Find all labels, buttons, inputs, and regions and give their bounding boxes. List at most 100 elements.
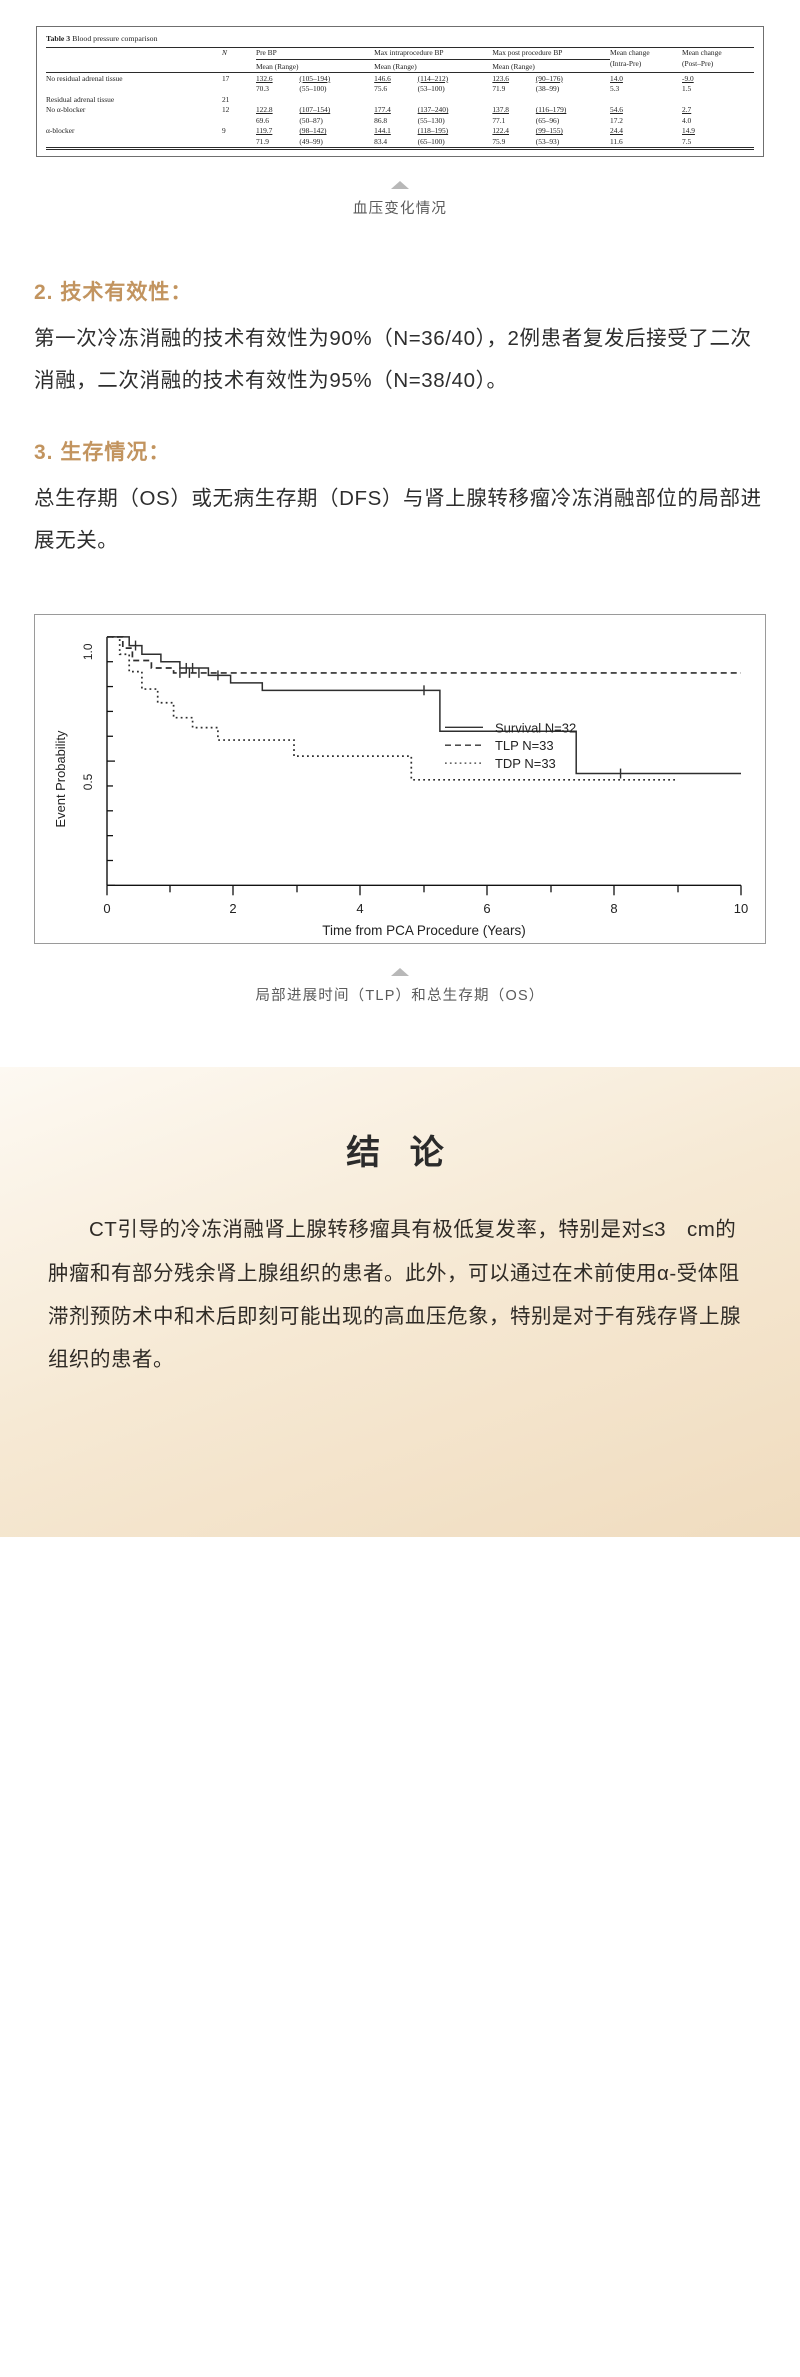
cell-change-intra-pre: 24.4 <box>610 126 623 136</box>
section-heading-technical-efficacy: 2. 技术有效性： <box>34 281 193 305</box>
table-bottom-rule <box>46 149 754 151</box>
y-tick-label-1: 1.0 <box>81 643 95 660</box>
blood-pressure-table: N Pre BP Max intraprocedure BP Max post … <box>46 47 754 149</box>
table-row: No α-blocker 12 122.8 (107–154) 177.4 (1… <box>46 105 754 116</box>
header-mean-change-2: Mean change <box>682 47 754 60</box>
subheader-pre-mean-range: Mean (Range) <box>255 58 375 73</box>
row-label: No α-blocker <box>46 105 86 115</box>
row-n-blank <box>222 115 256 126</box>
header-max-post-bp: Max post procedure BP <box>492 47 610 60</box>
cell-intra-range: (53–100) <box>417 84 445 94</box>
cell-intra-mean: 75.6 <box>374 84 388 94</box>
header-n: N <box>221 47 256 60</box>
cell-change-post-pre: 4.0 <box>682 115 692 125</box>
cell-post-mean: 122.4 <box>492 126 509 136</box>
cell-intra-range: (55–130) <box>417 115 445 125</box>
cell-change-post-pre: 2.7 <box>682 105 692 115</box>
table-title-text: Blood pressure comparison <box>72 34 158 43</box>
subheader-n <box>222 59 256 73</box>
cell-change-intra-pre: 17.2 <box>610 115 623 125</box>
legend-label-tlp: TLP N=33 <box>495 738 554 753</box>
conclusion-section: 结 论 CT引导的冷冻消融肾上腺转移瘤具有极低复发率，特别是对≤3 cm的肿瘤和… <box>0 1067 800 1538</box>
cell-pre-mean: 122.8 <box>255 105 273 115</box>
subheader-blank <box>46 59 222 73</box>
y-axis-ticks <box>107 636 115 887</box>
subheader-change-post-pre: (Post–Pre) <box>682 59 714 69</box>
triangle-up-icon <box>391 968 409 977</box>
cell-intra-range: (65–100) <box>417 136 493 149</box>
cell-post-range: (65–96) <box>535 115 560 125</box>
row-empty-cells <box>256 94 754 105</box>
cell-pre-range: (49–99) <box>299 136 375 149</box>
cell-change-intra-pre: 5.3 <box>610 84 620 94</box>
cell-intra-range: (137–240) <box>417 105 449 115</box>
chart-caption-block: 局部进展时间（TLP）和总生存期（OS） <box>0 968 800 1005</box>
cell-pre-range: (55–100) <box>299 84 327 94</box>
cell-intra-range: (114–212) <box>417 72 493 84</box>
header-rowlabel <box>46 47 222 60</box>
kaplan-meier-svg: Event Probability 1.0 0.5 <box>53 636 748 938</box>
cell-post-mean: 71.9 <box>492 84 506 94</box>
cell-post-range: (99–155) <box>535 126 563 136</box>
table-row: No residual adrenal tissue 17 132.6 (105… <box>46 72 754 84</box>
cell-pre-range: (98–142) <box>299 126 327 136</box>
row-n: 17 <box>221 72 256 84</box>
km-step-curves <box>107 636 741 781</box>
cell-change-post-pre: 7.5 <box>682 136 754 149</box>
blood-pressure-table-figure: Table 3 Blood pressure comparison N Pre … <box>0 0 800 218</box>
row-label: No residual adrenal tissue <box>46 72 222 84</box>
table-caption-block: 血压变化情况 <box>36 181 764 218</box>
row-label: Residual adrenal tissue <box>46 94 115 104</box>
cell-change-post-pre: 1.5 <box>682 84 692 94</box>
row-label-blank <box>46 136 222 149</box>
cell-pre-mean: 71.9 <box>255 136 300 149</box>
cell-post-mean: 123.6 <box>492 72 536 84</box>
cell-intra-mean: 177.4 <box>374 105 391 115</box>
section-paragraph-survival: 总生存期（OS）或无病生存期（DFS）与肾上腺转移瘤冷冻消融部位的局部进展无关。 <box>34 487 762 553</box>
cell-pre-mean: 70.3 <box>255 84 269 94</box>
y-axis-label: Event Probability <box>53 730 68 827</box>
cell-pre-mean: 69.6 <box>255 115 269 125</box>
x-tick-label-4: 8 <box>610 901 617 916</box>
header-mean-change-1: Mean change <box>610 47 682 60</box>
cell-pre-range: (105–194) <box>299 72 375 84</box>
header-pre-bp: Pre BP <box>255 47 375 60</box>
cell-post-mean: 75.9 <box>492 136 536 149</box>
y-tick-label-0: 0.5 <box>81 773 95 790</box>
x-tick-labels: 0 2 4 6 8 10 <box>103 901 748 916</box>
table-row: 69.6 (50–87) 86.8 (55–130) 77.1 (65–96) … <box>46 115 754 126</box>
kaplan-meier-chart: Event Probability 1.0 0.5 <box>34 614 766 945</box>
cell-pre-mean: 119.7 <box>255 126 273 136</box>
cell-post-range: (53–93) <box>535 136 610 149</box>
conclusion-title: 结 论 <box>346 1134 454 1173</box>
cell-change-intra-pre: 11.6 <box>610 136 682 149</box>
triangle-up-icon <box>391 181 409 190</box>
table-row: Residual adrenal tissue 21 <box>46 94 754 105</box>
legend-label-survival: Survival N=32 <box>495 720 576 735</box>
conclusion-body: CT引导的冷冻消融肾上腺转移瘤具有极低复发率，特别是对≤3 cm的肿瘤和有部分残… <box>48 1218 741 1372</box>
x-tick-label-1: 2 <box>229 901 236 916</box>
x-axis-label: Time from PCA Procedure (Years) <box>322 923 525 938</box>
chart-legend: Survival N=32 TLP N=33 TDP N=33 <box>445 720 576 771</box>
cell-intra-range: (118–195) <box>417 126 449 136</box>
table-title: Table 3 Blood pressure comparison <box>46 34 754 47</box>
table-row: α-blocker 9 119.7 (98–142) 144.1 (118–19… <box>46 126 754 137</box>
subheader-change-intra-pre: (Intra-Pre) <box>610 59 642 69</box>
x-tick-label-0: 0 <box>103 901 110 916</box>
cell-intra-mean: 146.6 <box>374 72 418 84</box>
row-label: α-blocker <box>46 126 75 136</box>
cell-pre-mean: 132.6 <box>255 72 300 84</box>
km-curve-survival <box>107 636 741 775</box>
cell-change-post-pre: -9.0 <box>682 72 754 84</box>
table-row: 71.9 (49–99) 83.4 (65–100) 75.9 (53–93) … <box>46 136 754 149</box>
table-card: Table 3 Blood pressure comparison N Pre … <box>36 26 764 158</box>
cell-change-post-pre: 14.9 <box>682 126 695 136</box>
x-tick-label-5: 10 <box>734 901 748 916</box>
row-n-blank <box>222 84 256 95</box>
row-n: 9 <box>221 126 226 136</box>
section-heading-survival: 3. 生存情况： <box>34 441 171 465</box>
row-n: 21 <box>221 94 230 104</box>
section-paragraph-technical-efficacy: 第一次冷冻消融的技术有效性为90%（N=36/40），2例患者复发后接受了二次消… <box>34 327 752 393</box>
x-tick-label-3: 6 <box>483 901 490 916</box>
article-body: 2. 技术有效性： 第一次冷冻消融的技术有效性为90%（N=36/40），2例患… <box>0 276 800 562</box>
